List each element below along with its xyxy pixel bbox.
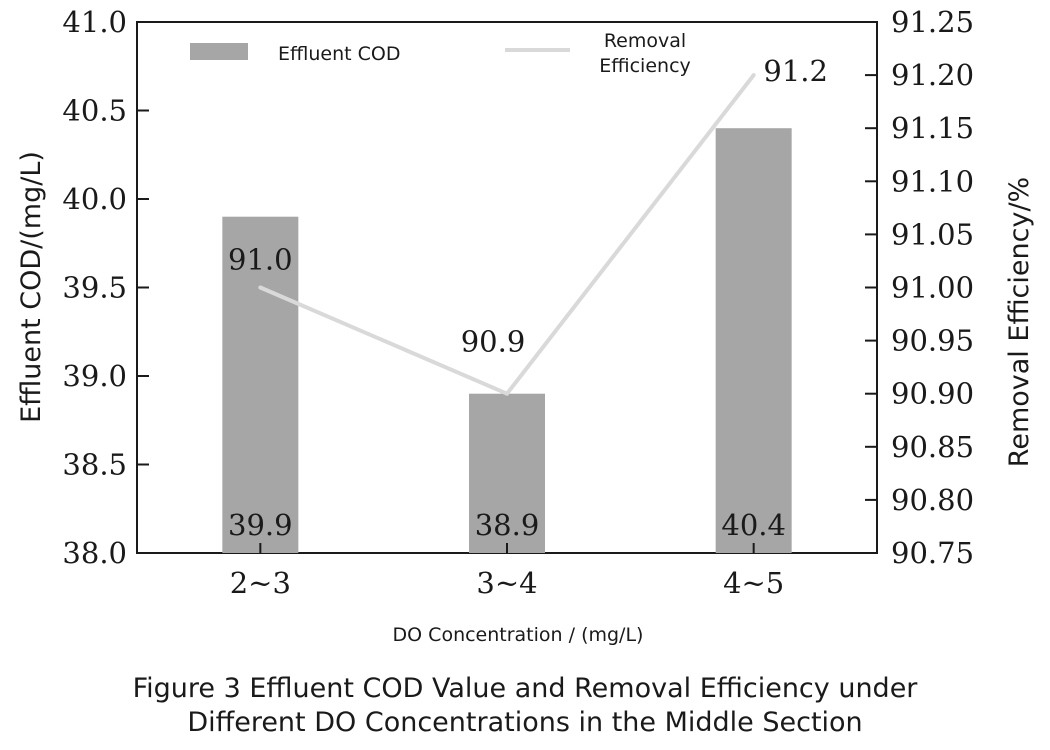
line-value-label: 91.2: [763, 54, 828, 88]
left-y-tick-label: 41.0: [62, 5, 127, 39]
right-y-tick-label: 90.85: [891, 430, 974, 464]
right-y-axis-ticks: 90.75 90.80 90.85 90.90 90.95 91.00 91.05 91.10…: [865, 5, 974, 570]
bar-data-labels: 39.9 38.9 40.4: [228, 508, 786, 542]
line-point-4~5: [751, 73, 756, 78]
line-point-3~4: [505, 391, 509, 396]
left-y-axis-ticks: 38.0 38.5 39.0 39.5 40.0 40.5 41.0: [62, 5, 149, 570]
legend-label-line: Removal: [604, 30, 686, 52]
line-point-2~3: [258, 285, 263, 290]
bar-value-label: 39.9: [228, 508, 293, 542]
left-y-tick-label: 39.0: [62, 359, 127, 393]
x-axis-title: DO Concentration / (mg/L): [393, 624, 644, 646]
bar-4~5: [715, 128, 792, 553]
legend-swatch-effluent-cod: [190, 43, 248, 60]
bar-value-label: 38.9: [475, 508, 540, 542]
right-y-tick-label: 90.90: [891, 377, 974, 411]
bar-3~4: [469, 393, 545, 553]
x-tick-label: 3~4: [476, 566, 537, 600]
left-y-tick-label: 38.0: [62, 536, 127, 570]
left-y-axis-title: Effluent COD/(mg/L): [16, 151, 47, 423]
right-y-tick-label: 90.95: [891, 324, 974, 358]
right-y-tick-label: 91.25: [891, 5, 974, 39]
right-y-tick-label: 91.05: [891, 217, 974, 251]
x-tick-label: 2~3: [230, 566, 291, 600]
x-tick-label: 4~5: [723, 566, 784, 600]
right-y-tick-label: 91.15: [891, 111, 974, 145]
caption-line-2: Different DO Concentrations in the Middl…: [187, 707, 863, 738]
left-y-tick-label: 38.5: [62, 448, 127, 482]
left-y-tick-label: 40.0: [62, 182, 127, 216]
chart-canvas: 39.9 38.9 40.4 91.0 90.9 91.2 38.0 38.5 39.0 39…: [16, 5, 1035, 646]
legend: Effluent COD Removal Efficiency: [190, 30, 691, 77]
right-y-tick-label: 90.75: [891, 536, 974, 570]
line-value-label: 90.9: [461, 325, 526, 359]
left-y-tick-label: 40.5: [62, 94, 127, 128]
right-y-tick-label: 91.10: [891, 164, 974, 198]
left-y-tick-label: 39.5: [62, 271, 127, 305]
line-data-labels: 91.0 90.9 91.2: [228, 54, 828, 359]
right-y-tick-label: 91.20: [891, 58, 974, 92]
bar-series: [222, 128, 792, 553]
right-y-tick-label: 90.80: [891, 483, 974, 517]
legend-label-effluent-cod: Effluent COD: [278, 43, 401, 65]
x-axis-ticks: 2~3 3~4 4~5: [230, 543, 784, 600]
figure-caption: Figure 3 Effluent COD Value and Removal …: [0, 672, 1050, 740]
right-y-axis-title: Removal Efficiency/%: [1004, 177, 1035, 467]
bar-2~3: [222, 216, 299, 553]
legend-label-removal-efficiency: Removal Efficiency: [599, 30, 691, 77]
bar-value-label: 40.4: [721, 508, 786, 542]
line-series: [258, 73, 756, 396]
caption-line-1: Figure 3 Effluent COD Value and Removal …: [132, 673, 918, 704]
right-y-tick-label: 91.00: [891, 271, 974, 305]
legend-label-line: Efficiency: [599, 55, 691, 77]
line-value-label: 91.0: [228, 243, 293, 277]
